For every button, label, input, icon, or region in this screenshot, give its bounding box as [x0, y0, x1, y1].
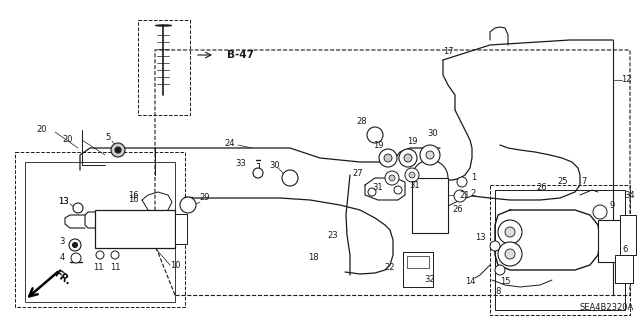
Bar	[495, 190, 625, 310]
Text: 33: 33	[236, 159, 246, 167]
Text: 31: 31	[410, 182, 420, 190]
Text: 7: 7	[581, 177, 587, 187]
Text: 20: 20	[63, 136, 73, 145]
Circle shape	[253, 168, 263, 178]
Circle shape	[394, 186, 402, 194]
Text: 27: 27	[353, 168, 364, 177]
Circle shape	[385, 171, 399, 185]
Bar	[598, 220, 626, 262]
Circle shape	[379, 149, 397, 167]
Circle shape	[73, 203, 83, 213]
Text: 31: 31	[372, 183, 383, 192]
Circle shape	[426, 151, 434, 159]
Text: 14: 14	[465, 278, 476, 286]
Circle shape	[498, 242, 522, 266]
Circle shape	[368, 188, 376, 196]
Circle shape	[111, 251, 119, 259]
Bar	[407, 256, 429, 268]
Bar	[490, 185, 630, 315]
Text: 17: 17	[443, 48, 453, 56]
Text: 19: 19	[407, 137, 417, 146]
Circle shape	[111, 143, 125, 157]
Circle shape	[384, 154, 392, 162]
Text: 5: 5	[106, 133, 111, 143]
Bar	[620, 215, 636, 255]
Bar	[138, 20, 190, 115]
Text: 6: 6	[622, 246, 628, 255]
Text: 9: 9	[609, 201, 614, 210]
Text: 12: 12	[621, 76, 631, 85]
Text: 4: 4	[60, 254, 65, 263]
Text: 28: 28	[356, 117, 367, 127]
Circle shape	[593, 205, 607, 219]
Text: 29: 29	[200, 194, 211, 203]
Text: 13: 13	[475, 234, 485, 242]
Circle shape	[412, 160, 448, 196]
Bar	[412, 178, 448, 233]
Bar	[95, 210, 175, 248]
Text: B-47: B-47	[227, 50, 253, 60]
Text: 24: 24	[225, 138, 236, 147]
Text: 16: 16	[128, 196, 138, 204]
Text: 32: 32	[425, 276, 435, 285]
Text: 26: 26	[452, 205, 463, 214]
Text: 11: 11	[109, 263, 120, 272]
Text: 2: 2	[470, 189, 476, 197]
Circle shape	[404, 154, 412, 162]
Circle shape	[115, 147, 121, 153]
Bar	[615, 255, 633, 283]
Circle shape	[495, 265, 505, 275]
Circle shape	[490, 241, 500, 251]
Circle shape	[367, 127, 383, 143]
Text: 20: 20	[36, 125, 47, 135]
Text: 8: 8	[495, 287, 500, 296]
Circle shape	[72, 242, 77, 248]
Text: 21: 21	[460, 190, 470, 199]
Text: 11: 11	[93, 263, 103, 272]
Text: 1: 1	[472, 174, 477, 182]
Bar	[25, 162, 175, 302]
Text: SEA4B2320A: SEA4B2320A	[580, 303, 634, 313]
Circle shape	[505, 249, 515, 259]
Circle shape	[505, 227, 515, 237]
Circle shape	[71, 253, 81, 263]
Text: 19: 19	[372, 140, 383, 150]
Text: 34: 34	[625, 190, 636, 199]
Circle shape	[457, 177, 467, 187]
Circle shape	[454, 190, 466, 202]
Text: 22: 22	[385, 263, 395, 272]
Text: 13: 13	[58, 197, 68, 206]
Bar	[403, 252, 433, 287]
Circle shape	[96, 251, 104, 259]
Text: 30: 30	[428, 129, 438, 137]
Circle shape	[180, 197, 196, 213]
Text: 10: 10	[170, 261, 180, 270]
Circle shape	[389, 175, 395, 181]
Bar	[175, 214, 187, 244]
Text: 25: 25	[557, 177, 568, 187]
Circle shape	[498, 220, 522, 244]
Circle shape	[409, 172, 415, 178]
Text: 3: 3	[60, 238, 65, 247]
Text: 13: 13	[58, 197, 68, 206]
Text: FR.: FR.	[52, 269, 72, 287]
Circle shape	[399, 149, 417, 167]
Circle shape	[405, 168, 419, 182]
Text: 30: 30	[269, 160, 280, 169]
Text: 15: 15	[500, 278, 510, 286]
Text: 26: 26	[537, 183, 547, 192]
Text: 23: 23	[328, 231, 339, 240]
Circle shape	[69, 239, 81, 251]
Text: 18: 18	[308, 254, 318, 263]
Circle shape	[282, 170, 298, 186]
Bar	[15, 152, 185, 307]
Circle shape	[420, 145, 440, 165]
Text: 16: 16	[128, 191, 138, 201]
